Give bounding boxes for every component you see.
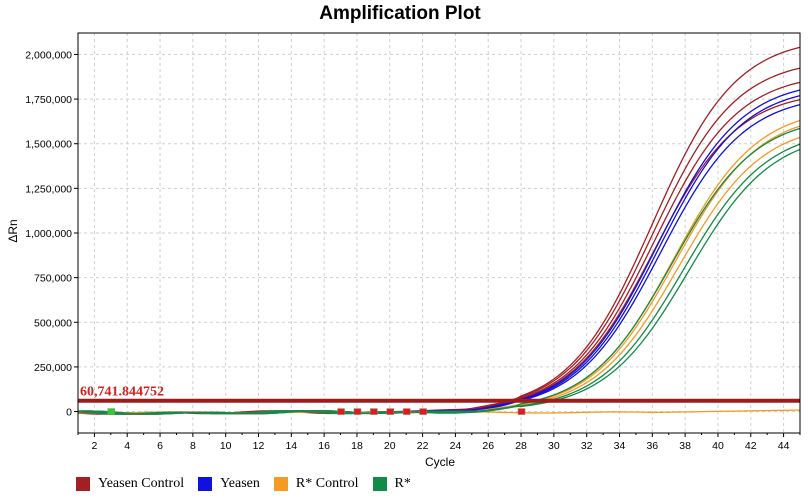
- y-axis-ticks: 0 250,000 500,000 750,000 1,000,000 1,250,000…: [25, 49, 78, 419]
- legend-label: R*: [394, 476, 411, 491]
- x-tick-label: 42: [745, 440, 757, 452]
- cycle-marker: [107, 408, 116, 415]
- grid: [78, 33, 800, 433]
- x-tick-label: 14: [285, 440, 297, 452]
- cycle-marker: [353, 408, 362, 415]
- series-curve: [77, 46, 801, 415]
- x-axis-label: Cycle: [425, 455, 455, 469]
- series-curve: [77, 148, 801, 415]
- legend-swatch: [198, 477, 213, 491]
- x-tick-label: 4: [124, 440, 130, 452]
- series-curve: [77, 143, 801, 415]
- x-tick-label: 6: [157, 440, 163, 452]
- y-tick-label: 1,500,000: [25, 139, 72, 151]
- cycle-marker: [370, 408, 378, 415]
- x-tick-label: 8: [190, 440, 196, 452]
- y-tick-label: 1,750,000: [25, 94, 72, 106]
- chart-title: Amplification Plot: [319, 3, 481, 24]
- x-tick-label: 40: [712, 440, 724, 452]
- y-tick-label: 0: [66, 407, 72, 419]
- x-tick-label: 36: [646, 440, 658, 452]
- y-axis-label: ΔRn: [6, 219, 20, 242]
- x-tick-label: 38: [679, 440, 691, 452]
- y-tick-label: 2,000,000: [25, 49, 72, 61]
- legend-item-r-control[interactable]: R* Control: [273, 476, 359, 492]
- legend-swatch: [372, 477, 387, 491]
- x-tick-label: 28: [515, 440, 527, 452]
- legend-label: R* Control: [295, 476, 359, 491]
- series-curve: [77, 136, 801, 415]
- cycle-marker: [402, 408, 411, 415]
- legend-item-yeasen-control[interactable]: Yeasen Control: [76, 476, 184, 492]
- series-curve: [77, 67, 801, 415]
- x-tick-label: 44: [778, 440, 790, 452]
- x-tick-label: 32: [581, 440, 593, 452]
- y-tick-label: 500,000: [34, 317, 72, 329]
- series-curve: [77, 104, 801, 415]
- threshold-label: 60,741.844752: [80, 385, 164, 400]
- y-tick-label: 250,000: [34, 362, 72, 374]
- x-tick-label: 24: [450, 440, 462, 452]
- x-tick-label: 2: [91, 440, 97, 452]
- series-curve: [77, 89, 801, 415]
- x-axis-ticks: 2 4 6 8 10 12 14 16 18 20 22 24 26 28 30 32 34 36 38 40 42 44: [77, 433, 801, 452]
- x-tick-label: 16: [318, 440, 330, 452]
- series-curve: [77, 119, 801, 415]
- plot-frame: [77, 32, 801, 434]
- x-tick-label: 22: [417, 440, 429, 452]
- legend-label: Yeasen: [220, 476, 260, 491]
- x-tick-label: 12: [253, 440, 265, 452]
- x-tick-label: 10: [220, 440, 232, 452]
- threshold: 60,741.844752: [78, 385, 800, 403]
- x-tick-label: 26: [482, 440, 494, 452]
- cycle-marker: [419, 408, 427, 415]
- chart-legend: Yeasen Control Yeasen R* Control R*: [76, 474, 425, 494]
- cycle-marker: [517, 408, 526, 415]
- x-tick-label: 18: [351, 440, 363, 452]
- cycle-marker: [337, 408, 345, 415]
- y-tick-label: 1,250,000: [25, 183, 72, 195]
- legend-item-yeasen[interactable]: Yeasen: [198, 476, 260, 492]
- amplification-curves: [77, 46, 801, 415]
- cycle-marker: [386, 408, 395, 415]
- x-tick-label: 20: [384, 440, 396, 452]
- x-tick-label: 34: [614, 440, 626, 452]
- series-curve: [77, 81, 801, 415]
- y-tick-label: 1,000,000: [25, 228, 72, 240]
- y-tick-label: 750,000: [34, 273, 72, 285]
- x-tick-label: 30: [548, 440, 560, 452]
- legend-swatch: [76, 477, 90, 491]
- cycle-markers: [107, 408, 526, 415]
- legend-label: Yeasen Control: [98, 476, 185, 491]
- legend-item-r[interactable]: R*: [372, 476, 411, 492]
- legend-swatch: [273, 477, 288, 491]
